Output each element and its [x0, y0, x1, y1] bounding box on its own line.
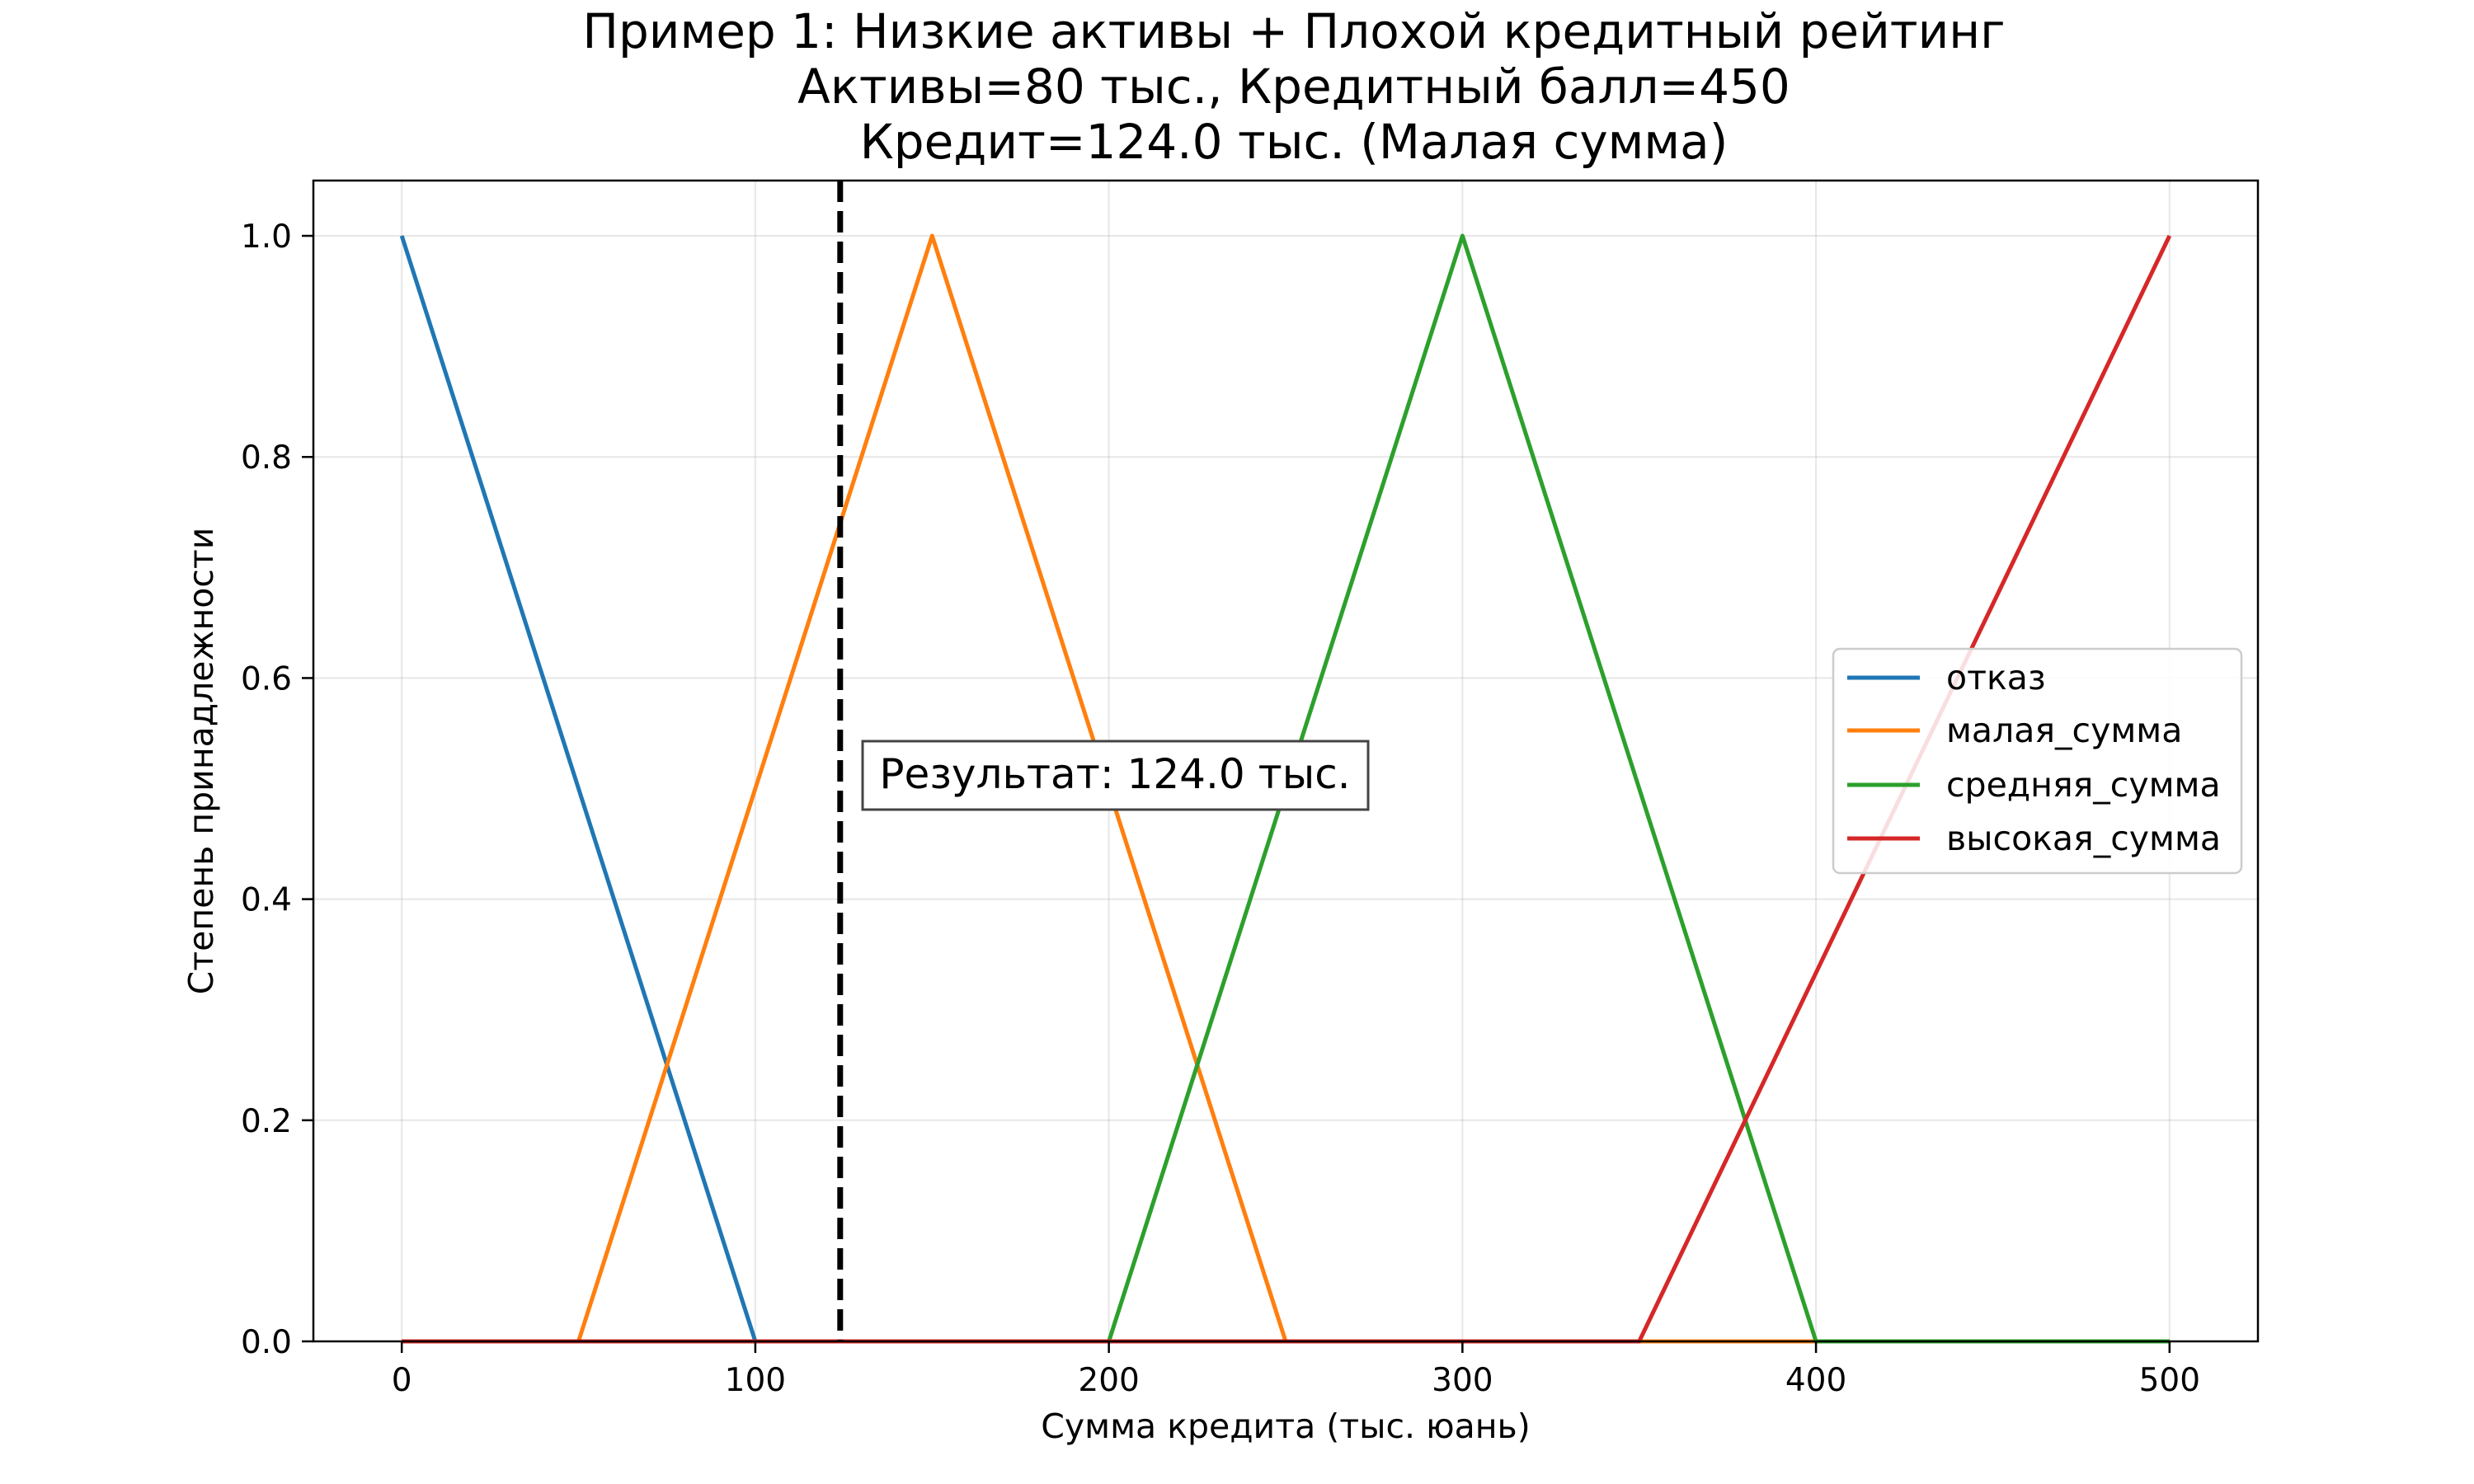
result-annotation: Результат: 124.0 тыс.	[861, 740, 1370, 811]
axis-ticks: 0 100 200 300 400 500 0.0 0.2 0.4 0.6 0.8 1.0	[241, 218, 2200, 1399]
x-tick-label-2: 200	[1078, 1362, 1139, 1399]
legend-item-otkaz: отказ	[1847, 658, 2046, 697]
x-axis-label: Сумма кредита (тыс. юань)	[1041, 1407, 1530, 1446]
title-line-3: Кредит=124.0 тыс. (Малая сумма)	[860, 114, 1729, 170]
legend-frame	[1832, 647, 2243, 875]
legend-label-otkaz: отказ	[1946, 658, 2046, 697]
legend-item-srednyaya: средняя_сумма	[1847, 765, 2221, 805]
legend: отказ малая_сумма средняя_сумма высокая_…	[1832, 647, 2243, 875]
y-tick-label-1: 0.2	[241, 1103, 292, 1140]
x-tick-label-5: 500	[2139, 1362, 2200, 1399]
title-line-2: Активы=80 тыс., Кредитный балл=450	[797, 59, 1790, 115]
x-tick-label-0: 0	[392, 1362, 412, 1399]
title-line-1: Пример 1: Низкие активы + Плохой кредитн…	[582, 3, 2005, 59]
y-tick-label-3: 0.6	[241, 660, 292, 697]
legend-label-srednyaya: средняя_сумма	[1946, 765, 2221, 805]
x-tick-label-3: 300	[1432, 1362, 1493, 1399]
y-tick-label-2: 0.4	[241, 882, 292, 919]
legend-label-malaya: малая_сумма	[1946, 711, 2182, 750]
y-tick-label-4: 0.8	[241, 439, 292, 477]
annotation-text: Результат: 124.0 тыс.	[879, 750, 1350, 798]
y-tick-label-0: 0.0	[241, 1324, 292, 1361]
y-axis-label: Степень принадлежности	[181, 528, 221, 995]
plot-frame	[312, 179, 2260, 1343]
legend-label-vysokaya: высокая_сумма	[1946, 819, 2221, 858]
legend-item-malaya: малая_сумма	[1847, 711, 2182, 750]
annotation-box	[861, 740, 1370, 811]
x-tick-label-4: 400	[1785, 1362, 1846, 1399]
x-tick-label-1: 100	[725, 1362, 786, 1399]
y-tick-label-5: 1.0	[241, 218, 292, 256]
chart-title: Пример 1: Низкие активы + Плохой кредитн…	[582, 3, 2005, 170]
legend-item-vysokaya: высокая_сумма	[1847, 819, 2221, 858]
